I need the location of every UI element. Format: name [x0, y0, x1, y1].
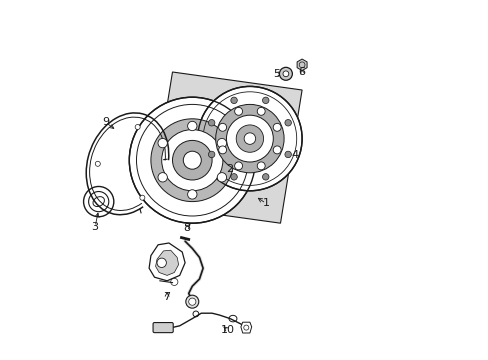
Circle shape [285, 120, 291, 126]
Text: 4: 4 [291, 150, 298, 160]
Circle shape [218, 146, 226, 154]
Circle shape [230, 97, 237, 104]
FancyBboxPatch shape [153, 323, 173, 333]
Circle shape [273, 146, 281, 154]
Text: 8: 8 [183, 222, 190, 233]
Circle shape [218, 123, 226, 131]
Circle shape [230, 174, 237, 180]
Circle shape [188, 298, 196, 305]
Circle shape [140, 195, 144, 200]
Circle shape [135, 125, 140, 130]
Circle shape [158, 172, 167, 182]
Polygon shape [297, 59, 306, 71]
Circle shape [151, 119, 233, 202]
Polygon shape [151, 72, 302, 223]
Circle shape [208, 120, 214, 126]
Circle shape [283, 71, 288, 77]
Circle shape [208, 151, 214, 158]
Circle shape [257, 162, 264, 170]
Text: 1: 1 [262, 198, 269, 208]
Polygon shape [155, 250, 178, 275]
Circle shape [257, 107, 264, 115]
Circle shape [234, 107, 242, 115]
Circle shape [226, 115, 273, 162]
Circle shape [262, 174, 268, 180]
Text: 6: 6 [298, 67, 305, 77]
Circle shape [183, 151, 201, 169]
Circle shape [285, 151, 291, 158]
Circle shape [172, 140, 212, 180]
Circle shape [185, 295, 199, 308]
Circle shape [129, 97, 255, 223]
Text: 3: 3 [91, 222, 99, 232]
Circle shape [158, 138, 167, 148]
Circle shape [217, 172, 226, 182]
Text: 2: 2 [226, 164, 233, 174]
Circle shape [187, 121, 197, 131]
Circle shape [234, 162, 242, 170]
Circle shape [157, 258, 166, 267]
Text: 10: 10 [221, 325, 235, 336]
Circle shape [217, 138, 226, 148]
Circle shape [197, 86, 302, 191]
Text: 5: 5 [273, 69, 280, 79]
Circle shape [162, 130, 223, 191]
Circle shape [187, 190, 197, 199]
Circle shape [244, 133, 255, 144]
Text: 9: 9 [102, 117, 109, 127]
Circle shape [279, 67, 292, 80]
Polygon shape [241, 322, 251, 333]
Circle shape [262, 97, 268, 104]
Circle shape [215, 104, 284, 173]
Circle shape [273, 123, 281, 131]
Circle shape [95, 161, 100, 166]
Polygon shape [149, 243, 185, 281]
Text: 7: 7 [163, 292, 170, 302]
Circle shape [236, 125, 263, 152]
